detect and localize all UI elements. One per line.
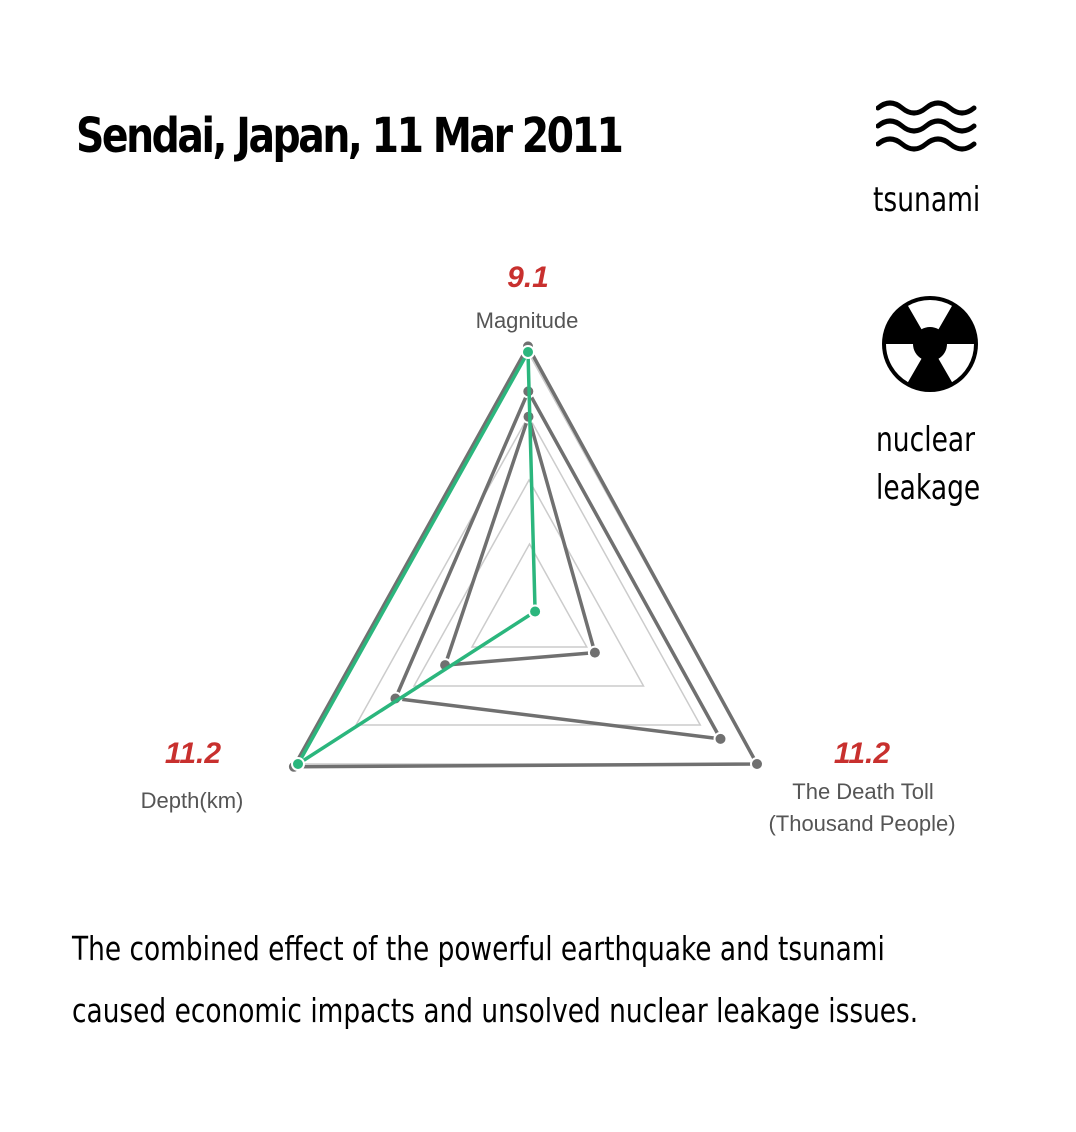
series-outline — [393, 389, 723, 741]
point-death_toll — [750, 757, 764, 771]
nuclear-leakage-label: nuclear leakage — [876, 416, 980, 512]
point-depth — [291, 757, 305, 771]
depth-axis-label: Depth(km) — [141, 788, 244, 813]
point-death_toll — [587, 645, 602, 660]
magnitude-max-label: 9.1 — [507, 261, 549, 294]
magnitude-axis-label: Magnitude — [476, 308, 579, 333]
point-death_toll — [713, 731, 728, 746]
tsunami-label: tsunami — [873, 180, 981, 220]
series-outline — [443, 414, 597, 667]
axis-labels: 9.1 Magnitude 11.2 The Death Toll (Thous… — [141, 261, 956, 836]
caption-line1: The combined effect of the powerful eart… — [72, 929, 885, 968]
caption-line2: caused economic impacts and unsolved nuc… — [72, 991, 919, 1030]
highlight-series — [291, 345, 543, 771]
death-toll-max-label: 11.2 — [834, 737, 890, 770]
waves-icon — [876, 100, 977, 152]
depth-max-label: 11.2 — [165, 737, 221, 770]
point-magnitude — [521, 345, 535, 359]
trefoil-blade — [886, 344, 922, 383]
radiation-icon — [882, 296, 978, 392]
trefoil-blade — [908, 299, 952, 330]
grid-ring-1 — [470, 542, 589, 648]
caption: The combined effect of the powerful eart… — [72, 918, 952, 1042]
nuclear-label-line1: nuclear — [876, 420, 976, 460]
nuclear-label-line2: leakage — [876, 468, 981, 508]
comparison-series-1 — [286, 339, 764, 774]
page-title: Sendai, Japan, 11 Mar 2011 — [76, 108, 624, 164]
grid-ring-3 — [354, 414, 702, 726]
point-death_toll — [528, 604, 543, 619]
comparison-series — [286, 339, 764, 774]
death-toll-axis-label-line1: The Death Toll — [792, 779, 933, 804]
death-toll-axis-label-line2: (Thousand People) — [768, 811, 955, 836]
comparison-series-2 — [388, 384, 728, 746]
series-outline — [296, 350, 537, 766]
radar-chart: 9.1 Magnitude 11.2 The Death Toll (Thous… — [141, 261, 956, 836]
highlight-series-1 — [291, 345, 543, 771]
series-outline — [292, 344, 759, 769]
trefoil-blade — [938, 344, 974, 383]
